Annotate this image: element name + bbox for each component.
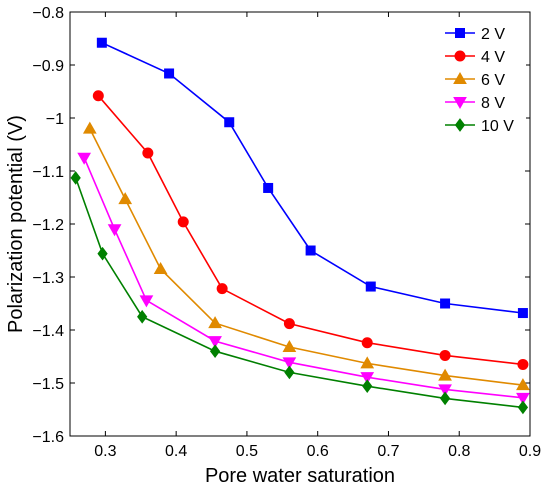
x-tick-label: 0.8 bbox=[448, 443, 470, 460]
data-point-2v bbox=[440, 298, 451, 309]
data-point-4v bbox=[439, 349, 451, 361]
data-point-10v bbox=[362, 379, 373, 394]
data-point-8v bbox=[208, 336, 222, 349]
data-point-6v bbox=[516, 378, 530, 391]
data-point-6v bbox=[153, 262, 168, 275]
data-point-10v bbox=[137, 309, 148, 324]
data-point-4v bbox=[517, 358, 529, 370]
data-point-2v bbox=[517, 308, 528, 319]
data-point-2v bbox=[305, 245, 316, 256]
legend-box bbox=[426, 20, 526, 140]
y-axis-label: Polarization potential (V) bbox=[5, 115, 27, 333]
data-point-2v bbox=[263, 182, 274, 193]
series-line-6v bbox=[89, 128, 523, 386]
data-point-8v bbox=[77, 152, 92, 165]
legend-label-8v: 8 V bbox=[481, 95, 505, 112]
series-line-2v bbox=[101, 41, 523, 314]
legend-label-10v: 10 V bbox=[481, 118, 514, 135]
data-point-4v bbox=[177, 216, 189, 228]
legend-label-2v: 2 V bbox=[481, 26, 505, 43]
data-point-10v bbox=[284, 365, 295, 380]
data-point-8v bbox=[516, 392, 530, 405]
x-tick-label: 0.7 bbox=[377, 443, 399, 460]
series-line-8v bbox=[83, 157, 523, 399]
data-point-6v bbox=[360, 356, 375, 369]
series-8v bbox=[77, 152, 530, 405]
data-point-10v bbox=[209, 344, 221, 359]
data-point-8v bbox=[360, 372, 375, 385]
y-tick-label: −1.4 bbox=[32, 323, 64, 340]
data-point-4v bbox=[216, 283, 228, 295]
data-point-2v bbox=[365, 281, 376, 292]
x-axis-label: Pore water saturation bbox=[205, 465, 395, 487]
data-point-6v bbox=[82, 121, 97, 134]
legend-marker-2v bbox=[455, 28, 465, 38]
y-tick-label: −1.3 bbox=[32, 270, 64, 287]
legend-marker-10v bbox=[454, 118, 466, 132]
data-point-6v bbox=[118, 192, 133, 205]
legend-marker-4v bbox=[454, 50, 466, 62]
series-line-4v bbox=[97, 95, 523, 366]
legend-marker-8v bbox=[453, 97, 467, 110]
x-tick-label: 0.3 bbox=[94, 443, 116, 460]
data-point-2v bbox=[96, 37, 107, 48]
x-tick-label: 0.6 bbox=[307, 443, 329, 460]
y-tick-label: −1.2 bbox=[32, 217, 64, 234]
data-point-4v bbox=[92, 90, 104, 102]
data-point-2v bbox=[224, 117, 235, 128]
legend-marker-6v bbox=[453, 71, 467, 84]
y-tick-label: −1.1 bbox=[32, 164, 64, 181]
data-point-4v bbox=[283, 318, 295, 330]
legend: 2 V 4 V 6 V 8 V 10 V bbox=[426, 20, 526, 140]
series-2v bbox=[96, 37, 528, 319]
legend-label-6v: 6 V bbox=[481, 72, 505, 89]
series-layer bbox=[70, 37, 530, 415]
data-point-4v bbox=[361, 337, 373, 349]
data-point-8v bbox=[282, 357, 297, 370]
series-6v bbox=[82, 121, 530, 391]
series-line-10v bbox=[74, 177, 523, 409]
data-point-6v bbox=[208, 316, 222, 329]
data-point-8v bbox=[438, 384, 452, 397]
data-point-8v bbox=[107, 224, 122, 237]
axis-ticks: 0.3 0.4 0.5 0.6 0.7 0.8 0.9 −1.6 −1.5 −1.4 −1.3 −1.… bbox=[32, 5, 541, 460]
data-point-10v bbox=[97, 246, 108, 261]
y-tick-label: −1.6 bbox=[32, 429, 64, 446]
legend-label-4v: 4 V bbox=[481, 49, 505, 66]
data-point-6v bbox=[438, 368, 452, 381]
data-point-10v bbox=[70, 171, 81, 185]
y-tick-label: −0.9 bbox=[32, 58, 64, 75]
data-point-10v bbox=[517, 400, 529, 415]
x-tick-label: 0.4 bbox=[165, 443, 187, 460]
series-4v bbox=[92, 90, 529, 370]
y-tick-label: −1.5 bbox=[32, 376, 64, 393]
y-tick-label: −0.8 bbox=[32, 5, 64, 22]
data-point-6v bbox=[282, 339, 297, 352]
data-point-2v bbox=[164, 68, 175, 79]
data-point-8v bbox=[139, 295, 154, 308]
series-10v bbox=[70, 171, 529, 415]
x-tick-label: 0.5 bbox=[236, 443, 258, 460]
x-tick-label: 0.9 bbox=[519, 443, 541, 460]
y-tick-label: −1 bbox=[46, 111, 64, 128]
data-point-10v bbox=[439, 391, 451, 406]
data-point-4v bbox=[142, 147, 154, 159]
